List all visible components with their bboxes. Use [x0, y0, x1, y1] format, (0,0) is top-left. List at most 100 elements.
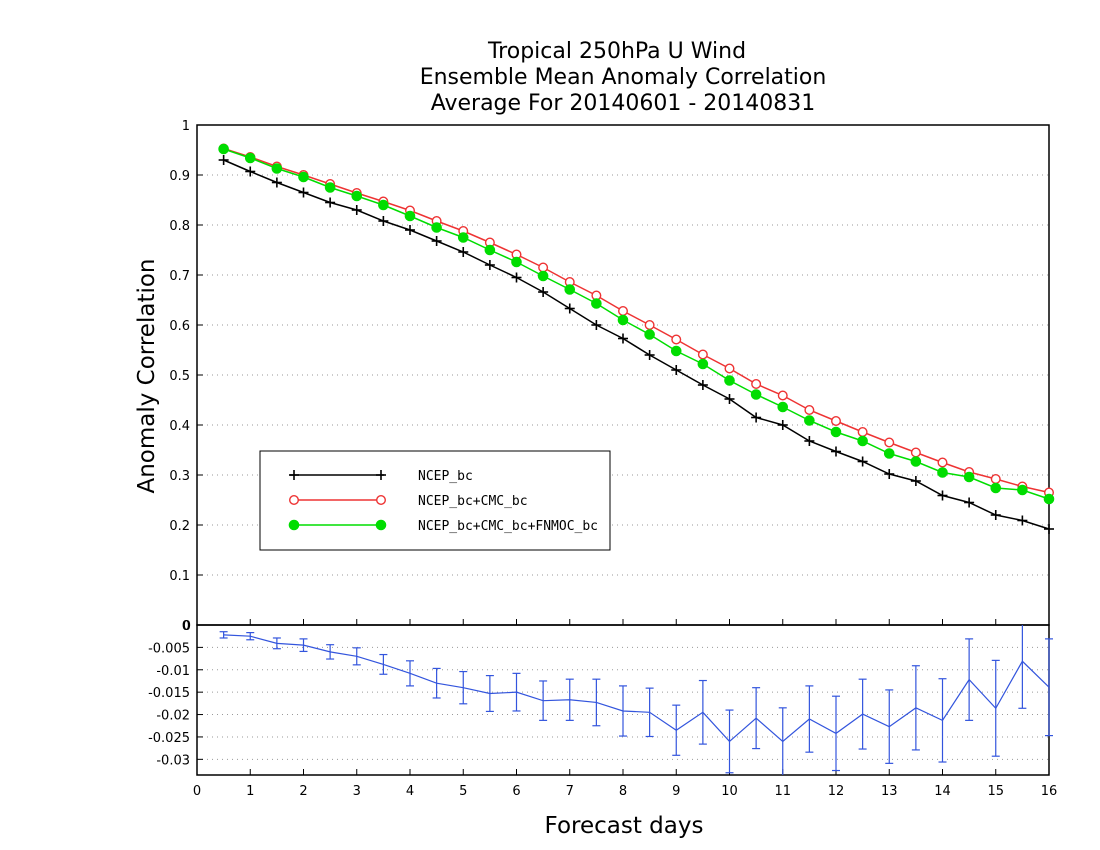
- upper-ytick-label-1: 0.1: [169, 569, 190, 584]
- legend-marker-right-1: [376, 495, 387, 506]
- series-2-point-31: [1043, 493, 1055, 505]
- error-bar-1: [246, 632, 255, 641]
- series-1-line: [223, 147, 1050, 494]
- series-2-point-11: [511, 256, 522, 268]
- error-bar-27: [938, 678, 947, 763]
- series-0-point-12: [538, 287, 549, 297]
- y-axis-title: Anomaly Correlation: [134, 258, 160, 493]
- series-0-point-22: [804, 436, 815, 446]
- series-1-point-19: [724, 363, 735, 374]
- series-1-point-25: [884, 437, 895, 448]
- upper-ytick-label-9: 0.9: [169, 169, 190, 184]
- series-0-point-24: [857, 456, 868, 467]
- error-bar-13: [565, 678, 574, 721]
- error-bar-20: [752, 687, 761, 750]
- error-bar-4: [326, 644, 335, 660]
- xtick-label-13: 13: [881, 784, 898, 799]
- error-bar-28: [965, 638, 974, 721]
- lower-ytick-label-2: -0.02: [156, 709, 190, 724]
- series-0-point-5: [351, 205, 362, 215]
- series-1-point-23: [831, 416, 842, 427]
- series-2-point-29: [990, 482, 1002, 494]
- series-2-point-20: [750, 389, 762, 400]
- xtick-label-6: 6: [512, 784, 520, 799]
- error-bar-11: [512, 672, 521, 712]
- chart-title-line-2: Ensemble Mean Anomaly Correlation: [420, 65, 827, 90]
- xtick-label-0: 0: [193, 784, 201, 799]
- error-bar-31: [1045, 638, 1053, 737]
- series-0-point-1: [245, 166, 256, 177]
- series-0-point-20: [751, 412, 762, 423]
- upper-ytick-label-7: 0.7: [169, 269, 190, 284]
- series-0-point-16: [644, 350, 655, 360]
- series-2-point-1: [244, 152, 256, 164]
- series-0-point-6: [378, 216, 389, 226]
- legend-marker-left-0: [289, 470, 299, 480]
- series-2-point-0: [218, 143, 229, 155]
- grid-layer: [197, 124, 1049, 760]
- series-2-point-4: [324, 182, 336, 193]
- series-2-point-13: [564, 284, 576, 295]
- series-2-point-10: [484, 244, 496, 256]
- series-1-point-18: [697, 349, 708, 360]
- xtick-label-11: 11: [774, 784, 791, 799]
- xtick-label-3: 3: [353, 784, 361, 799]
- xtick-label-9: 9: [672, 784, 680, 799]
- error-bar-2: [272, 637, 281, 650]
- error-bar-8: [432, 667, 441, 699]
- xtick-label-15: 15: [987, 784, 1004, 799]
- series-2-point-25: [883, 448, 895, 459]
- legend: NCEP_bc NCEP_bc+CMC_bc NCEP_bc+CMC_bc+FNMO…: [259, 450, 611, 551]
- xtick-label-8: 8: [619, 784, 627, 799]
- xtick-label-2: 2: [299, 784, 307, 799]
- error-bar-17: [672, 704, 681, 756]
- error-bar-0: [219, 631, 228, 639]
- legend-label-2: NCEP_bc+CMC_bc+FNMOC_bc: [418, 519, 598, 534]
- series-0-point-18: [697, 380, 708, 390]
- series-2-point-7: [404, 210, 416, 222]
- series-2-point-8: [431, 222, 442, 233]
- legend-marker-right-2: [375, 519, 387, 531]
- series-2-point-2: [271, 163, 283, 174]
- error-bar-22: [805, 685, 814, 753]
- upper-ytick-label-10: 1: [182, 119, 190, 134]
- legend-marker-left-1: [289, 495, 300, 506]
- series-0-point-23: [831, 446, 841, 457]
- legend-label-0: NCEP_bc: [418, 469, 473, 484]
- series-0-point-31: [1044, 524, 1054, 534]
- series-2-point-21: [777, 401, 789, 413]
- lower-panel-top-label: 0: [183, 619, 191, 634]
- series-0-point-28: [964, 497, 975, 508]
- series-1-point-20: [751, 379, 762, 390]
- series-2-point-30: [1017, 484, 1028, 496]
- series-2-point-23: [830, 426, 842, 438]
- series-1-point-24: [857, 427, 868, 438]
- error-bar-12: [539, 680, 548, 721]
- series-0-point-27: [937, 490, 948, 501]
- series-0-point-19: [724, 394, 735, 404]
- series-1-point-12: [538, 262, 549, 273]
- lower-ytick-label-1: -0.025: [148, 731, 190, 746]
- series-2-point-16: [644, 329, 655, 340]
- series-2-point-26: [910, 456, 922, 467]
- error-bar-26: [911, 665, 920, 751]
- error-bar-21: [778, 707, 787, 775]
- series-1-point-21: [777, 390, 788, 401]
- series-1-point-27: [937, 457, 948, 468]
- series-2-point-14: [591, 298, 602, 309]
- error-bar-25: [885, 689, 894, 764]
- error-bar-18: [698, 679, 707, 745]
- xtick-label-10: 10: [721, 784, 738, 799]
- series-0-point-25: [884, 469, 895, 479]
- xtick-label-1: 1: [246, 784, 254, 799]
- legend-entry-1: NCEP_bc+CMC_bc: [289, 494, 528, 509]
- error-bar-5: [352, 647, 361, 666]
- series-2-line: [223, 148, 1050, 500]
- series-1-point-22: [804, 405, 815, 416]
- lower-ytick-label-6: 0: [182, 619, 190, 634]
- legend-entry-2: NCEP_bc+CMC_bc+FNMOC_bc: [288, 519, 598, 534]
- series-0-point-9: [458, 247, 469, 257]
- axis-layer: 0.10.20.30.40.50.60.70.80.91-0.03-0.025-…: [148, 119, 1057, 799]
